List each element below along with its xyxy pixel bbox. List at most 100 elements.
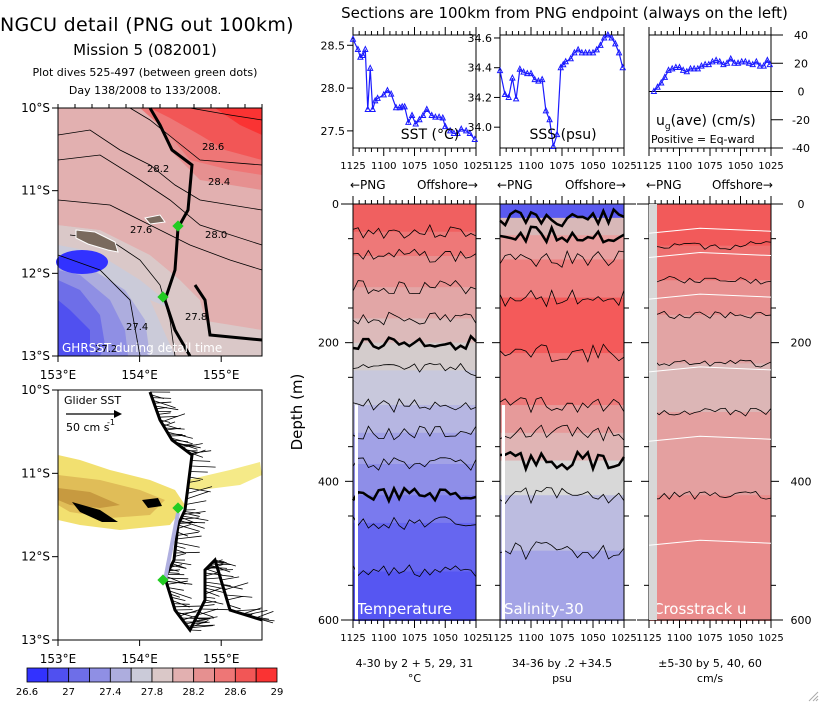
data-point — [361, 45, 369, 53]
data-point — [731, 59, 738, 66]
velocity-arrow — [175, 549, 185, 553]
velocity-arrow — [155, 407, 168, 410]
data-point — [661, 73, 669, 80]
black-patch — [142, 498, 162, 508]
data-point — [527, 69, 535, 77]
y-tick-label: 0 — [798, 198, 805, 211]
data-point — [753, 57, 760, 65]
colorbar-label: 27.8 — [141, 687, 163, 698]
velocity-arrow — [167, 572, 180, 574]
section-band — [649, 495, 771, 621]
velocity-arrow — [219, 574, 234, 577]
offshore-direction-label: Offshore→ — [417, 178, 478, 192]
section-contour — [648, 359, 772, 368]
section-contour — [499, 224, 625, 245]
section-contour — [499, 449, 626, 473]
velocity-arrow — [183, 512, 200, 517]
velocity-arrow — [223, 582, 249, 591]
x-tick-label: 1025 — [463, 161, 488, 172]
y-tick-label: 12°S — [21, 550, 50, 564]
x-tick-label: 1050 — [433, 161, 458, 172]
velocity-arrow — [226, 595, 244, 601]
data-point — [441, 122, 449, 130]
velocity-arrow — [185, 500, 207, 505]
colorbar-swatch — [130, 667, 153, 683]
isopycnal-line — [648, 366, 772, 373]
contour-label: 28.4 — [208, 177, 230, 188]
x-tick-label: 1025 — [758, 161, 783, 172]
velocity-arrow — [165, 427, 181, 431]
section-band — [649, 363, 771, 413]
data-point — [690, 64, 698, 72]
section-contour — [351, 485, 477, 505]
data-point — [582, 48, 589, 56]
velocity-arrow — [225, 594, 253, 598]
data-point — [405, 118, 412, 125]
colorbar-swatch — [151, 667, 174, 683]
section-contour — [499, 249, 625, 268]
y-tick-label: 200 — [791, 337, 812, 350]
contour-label: 28.2 — [147, 164, 169, 175]
island — [144, 214, 166, 225]
x-tick-label: 1100 — [667, 161, 692, 172]
data-point — [387, 89, 395, 97]
velocity-arrow — [200, 608, 229, 611]
velocity-arrow — [204, 572, 218, 577]
velocity-arrow — [153, 401, 172, 404]
section-band — [500, 353, 624, 407]
velocity-arrow — [163, 421, 176, 427]
velocity-arrow — [171, 565, 186, 569]
data-point — [553, 130, 561, 138]
data-point — [650, 87, 658, 94]
x-tick-label: 1125 — [636, 161, 661, 172]
velocity-arrow — [166, 580, 188, 585]
data-point — [374, 94, 381, 101]
data-point — [366, 64, 374, 71]
sst-line-plot: 1125 1100 1075 1050 1025 27.5 28.0 28.5 ←PNG Offs… — [321, 27, 489, 192]
velocity-arrow — [180, 517, 199, 520]
y-tick-label: 400 — [791, 475, 812, 488]
x-tick-label: 1075 — [402, 161, 427, 172]
section-band — [353, 571, 476, 621]
velocity-arrow — [204, 596, 216, 599]
black-patch — [72, 502, 118, 522]
x-tick-label: 1125 — [487, 161, 512, 172]
sections-title: Sections are 100km from PNG endpoint (al… — [341, 4, 788, 22]
glider-title: Glider SST — [64, 394, 121, 407]
section-title: Temperature — [356, 600, 452, 618]
y-tick-label: 200 — [318, 337, 339, 350]
left-gray-strip — [649, 204, 657, 620]
contour-label: 27.4 — [126, 322, 148, 333]
y-tick-label: 11°S — [21, 466, 50, 480]
contour-note: 34-36 by .2 +34.5 — [512, 657, 612, 670]
velocity-arrow — [192, 621, 210, 625]
velocity-arrow — [186, 486, 213, 494]
data-point — [462, 126, 470, 134]
isopycnal-line — [648, 227, 772, 234]
colorbar-label: 27 — [62, 687, 75, 698]
velocity-arrow — [181, 443, 203, 448]
velocity-arrow — [220, 576, 240, 581]
colorbar-label: 27.4 — [99, 687, 121, 698]
x-tick-label: 1075 — [402, 633, 427, 644]
section-contour — [499, 343, 625, 363]
data-point — [574, 45, 582, 53]
y-tick-label: -20 — [792, 114, 810, 127]
data-point — [516, 65, 524, 72]
data-point — [672, 63, 680, 70]
section-contour — [352, 311, 477, 326]
section-band — [649, 314, 771, 365]
data-point — [423, 105, 431, 112]
resize-grip-icon[interactable] — [807, 690, 819, 702]
days-label: Day 138/2008 to 133/2008. — [68, 84, 222, 97]
missing-data-strip — [502, 405, 505, 620]
colorbar-swatch — [193, 667, 215, 683]
section-band — [353, 522, 476, 573]
yellow-region-4 — [187, 462, 262, 490]
temperature-section: Temperature 1125 1100 1075 1050 1025 0 200 400 60… — [318, 196, 489, 685]
x-tick-label: 1025 — [463, 633, 488, 644]
section-contour — [648, 241, 772, 250]
section-title: Crosstrack u — [653, 600, 747, 618]
data-point — [392, 103, 400, 111]
section-band — [353, 318, 476, 344]
